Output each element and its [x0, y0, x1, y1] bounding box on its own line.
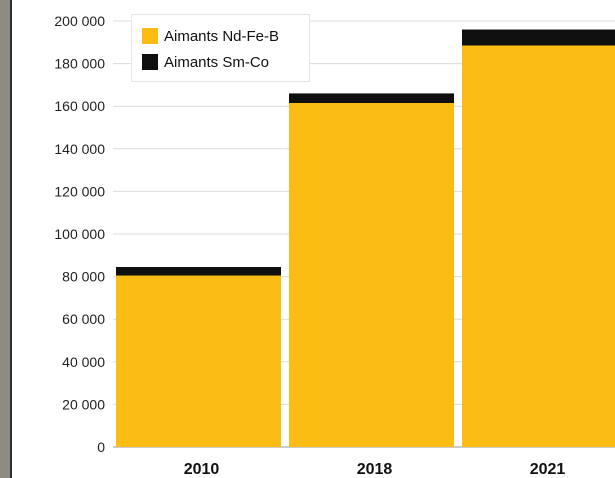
y-tick-label: 140 000: [54, 141, 105, 157]
bar-2010-ndfeb: [116, 275, 281, 447]
bar-2018-ndfeb: [289, 103, 454, 447]
bar-2021-ndfeb: [462, 45, 615, 448]
y-tick-label: 60 000: [62, 311, 105, 327]
y-axis-ticks: 0 20 000 40 000 60 000 80 000 100 000 120 000 1…: [54, 13, 105, 455]
x-axis-labels: 2010 2018 2021: [184, 461, 566, 478]
y-tick-label: 200 000: [54, 13, 105, 29]
y-tick-label: 20 000: [62, 396, 105, 412]
left-frame-border: [0, 0, 12, 478]
y-tick-label: 40 000: [62, 354, 105, 370]
x-category-label: 2021: [530, 461, 566, 478]
legend-item-ndfeb: Aimants Nd-Fe-B: [142, 26, 279, 46]
y-tick-label: 80 000: [62, 269, 105, 285]
bar-2018-smco: [289, 93, 454, 104]
y-tick-label: 100 000: [54, 226, 105, 242]
legend-swatch-ndfeb: [142, 28, 158, 44]
bars: [116, 29, 615, 448]
x-category-label: 2018: [357, 461, 393, 478]
bar-2021-smco: [462, 29, 615, 46]
y-tick-label: 180 000: [54, 56, 105, 72]
legend-swatch-smco: [142, 54, 158, 70]
legend-label-smco: Aimants Sm-Co: [164, 53, 270, 71]
y-tick-label: 0: [97, 439, 105, 455]
legend-item-smco: Aimants Sm-Co: [142, 52, 269, 72]
bar-2010-smco: [116, 267, 281, 276]
x-category-label: 2010: [184, 461, 220, 478]
legend: Aimants Nd-Fe-B Aimants Sm-Co: [131, 14, 310, 82]
y-tick-label: 160 000: [54, 98, 105, 114]
y-tick-label: 120 000: [54, 183, 105, 199]
legend-label-ndfeb: Aimants Nd-Fe-B: [164, 27, 280, 45]
